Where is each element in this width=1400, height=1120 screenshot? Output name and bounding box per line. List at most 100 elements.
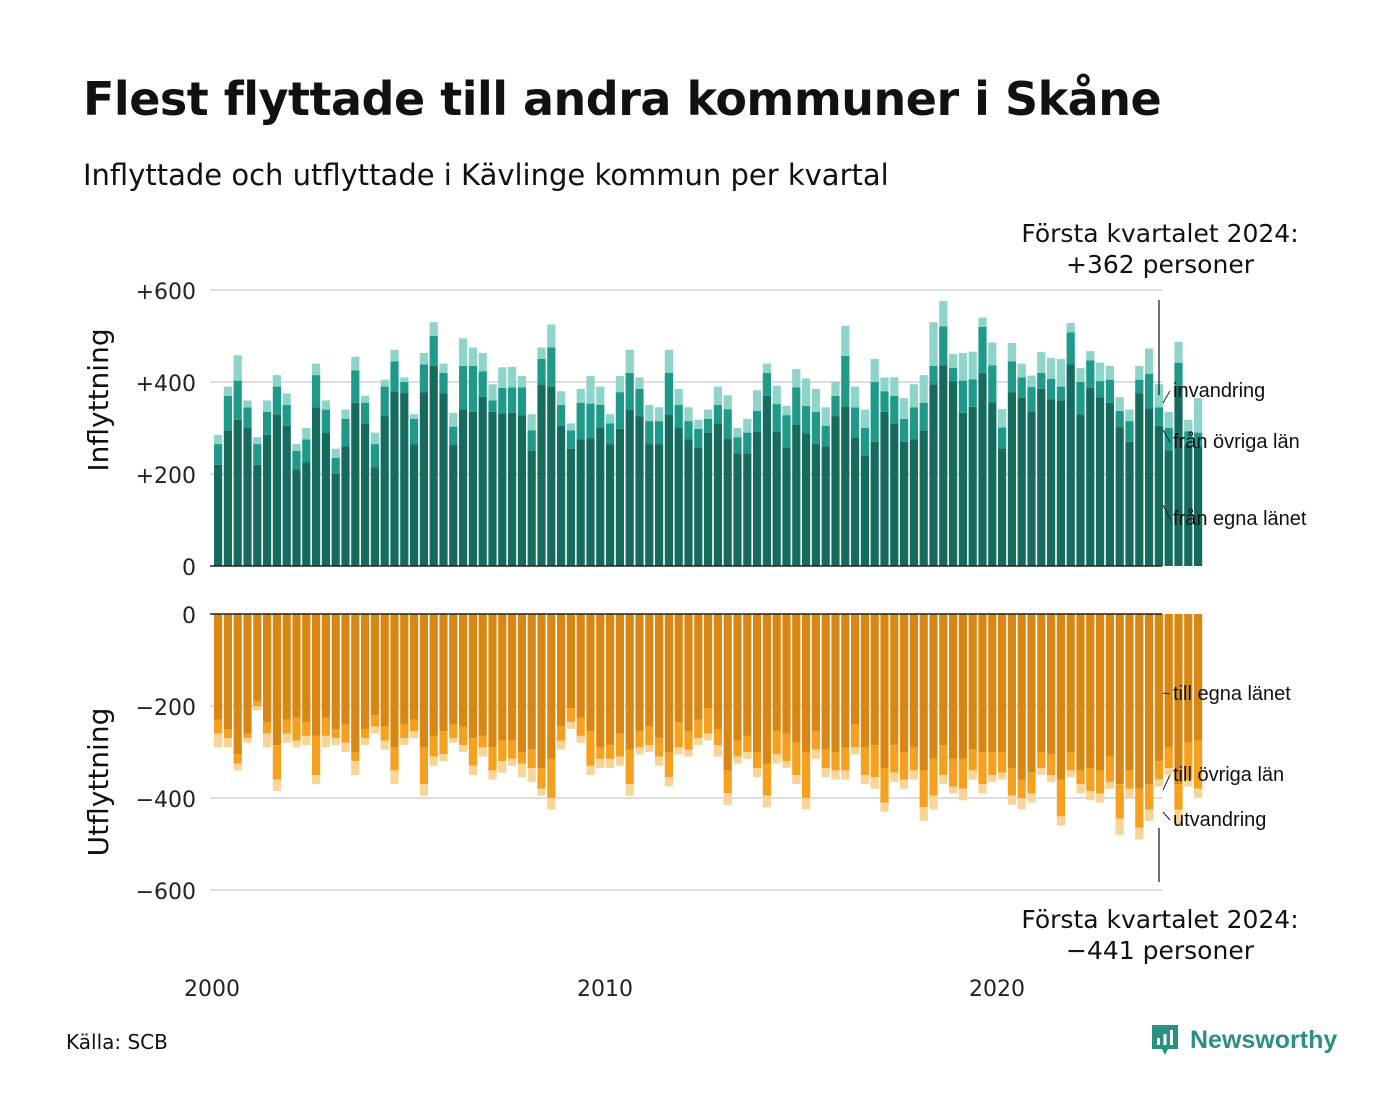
bar-ut-egna: [272, 614, 281, 746]
bar-in-invandring: [1056, 359, 1065, 387]
bar-in-invandring: [331, 448, 340, 458]
bar-ut-ovriga: [635, 731, 644, 748]
bar-ut-ovriga: [958, 758, 967, 789]
bar-in-egna: [831, 416, 840, 566]
bar-in-egna: [390, 391, 399, 566]
bar-in-ovriga: [606, 423, 615, 445]
bar-ut-ovriga: [517, 752, 526, 764]
bar-in-ovriga: [429, 336, 438, 366]
bar-ut-utvandring: [302, 735, 311, 746]
series-label-invandring: invandring: [1173, 380, 1265, 402]
bar-ut-utvandring: [684, 749, 693, 757]
bar-in-ovriga: [331, 457, 340, 474]
bar-ut-ovriga: [459, 726, 468, 746]
bar-in-egna: [704, 432, 713, 566]
bar-in-ovriga: [586, 403, 595, 439]
bar-ut-utvandring: [390, 770, 399, 785]
bar-in-egna: [625, 409, 634, 566]
bar-in-egna: [802, 433, 811, 566]
bar-ut-ovriga: [547, 758, 556, 798]
bar-in-ovriga: [410, 418, 419, 445]
bar-ut-utvandring: [1105, 781, 1114, 789]
bar-in-ovriga: [772, 404, 781, 432]
bar-ut-egna: [547, 614, 556, 759]
bar-in-ovriga: [909, 407, 918, 440]
bar-in-ovriga: [1076, 382, 1085, 415]
y-tick-label-inflyttning: +600: [136, 280, 196, 305]
bar-ut-ovriga: [272, 745, 281, 780]
bar-ut-utvandring: [459, 745, 468, 752]
bar-in-egna: [1164, 451, 1173, 566]
bar-in-egna: [370, 467, 379, 566]
bar-ut-egna: [1115, 614, 1124, 785]
bar-ut-utvandring: [498, 761, 507, 773]
bar-in-invandring: [459, 338, 468, 366]
bar-in-egna: [762, 395, 771, 566]
bar-ut-utvandring: [1007, 795, 1016, 805]
bar-in-invandring: [223, 386, 232, 396]
bar-ut-utvandring: [576, 735, 585, 743]
bar-in-invandring: [733, 428, 742, 438]
bar-in-invandring: [988, 342, 997, 366]
bar-in-egna: [949, 381, 958, 566]
bar-ut-utvandring: [1076, 784, 1085, 794]
bar-in-invandring: [1007, 342, 1016, 362]
bar-ut-ovriga: [1105, 756, 1114, 782]
bar-in-ovriga: [1027, 387, 1036, 412]
newsworthy-logo[interactable]: Newsworthy: [1150, 1023, 1337, 1057]
bar-in-ovriga: [851, 407, 860, 438]
bar-in-invandring: [478, 353, 487, 372]
bar-in-ovriga: [527, 430, 536, 451]
bar-ut-utvandring: [488, 770, 497, 780]
bar-in-ovriga: [390, 361, 399, 392]
bar-in-invandring: [606, 414, 615, 424]
bar-ut-egna: [243, 614, 252, 734]
bar-ut-egna: [331, 614, 340, 729]
bar-ut-utvandring: [949, 786, 958, 794]
bar-in-invandring: [1194, 398, 1203, 433]
bar-ut-ovriga: [341, 724, 350, 743]
bar-in-invandring: [1154, 384, 1163, 408]
bar-ut-utvandring: [1174, 809, 1183, 826]
bar-ut-egna: [782, 614, 791, 734]
bar-in-ovriga: [566, 430, 575, 449]
bar-in-egna: [1194, 446, 1203, 566]
bar-ut-ovriga: [713, 729, 722, 746]
bar-in-invandring: [1174, 341, 1183, 363]
bar-in-invandring: [1017, 363, 1026, 378]
y-axis-title-inflyttning: Inflyttning: [82, 328, 115, 471]
bar-ut-utvandring: [272, 779, 281, 792]
bar-ut-utvandring: [1047, 775, 1056, 782]
bar-in-invandring: [292, 444, 301, 451]
bar-ut-utvandring: [802, 798, 811, 810]
bar-ut-ovriga: [566, 708, 575, 723]
bar-ut-ovriga: [508, 740, 517, 759]
bar-ut-ovriga: [919, 770, 928, 808]
bar-ut-egna: [527, 614, 536, 750]
bar-ut-egna: [655, 614, 664, 739]
bar-ut-ovriga: [429, 735, 438, 757]
bar-in-ovriga: [449, 426, 458, 446]
bar-ut-egna: [439, 614, 448, 732]
bar-in-egna: [880, 411, 889, 566]
bar-in-invandring: [1164, 411, 1173, 428]
axes: [210, 300, 1171, 882]
bar-ut-egna: [988, 614, 997, 752]
bar-ut-ovriga: [900, 752, 909, 780]
bar-in-egna: [331, 474, 340, 566]
bar-in-egna: [988, 402, 997, 566]
bar-in-egna: [655, 444, 664, 566]
bar-in-egna: [419, 392, 428, 566]
bar-in-ovriga: [1105, 379, 1114, 403]
bar-ut-egna: [743, 614, 752, 736]
bar-ut-ovriga: [1154, 761, 1163, 780]
bar-ut-egna: [890, 614, 899, 746]
bar-ut-utvandring: [243, 738, 252, 743]
bar-in-invandring: [762, 363, 771, 373]
bar-ut-ovriga: [929, 758, 938, 796]
bar-in-invandring: [968, 351, 977, 380]
bar-ut-utvandring: [890, 772, 899, 782]
bar-in-ovriga: [370, 444, 379, 468]
bar-ut-utvandring: [900, 779, 909, 789]
bar-ut-ovriga: [449, 724, 458, 739]
